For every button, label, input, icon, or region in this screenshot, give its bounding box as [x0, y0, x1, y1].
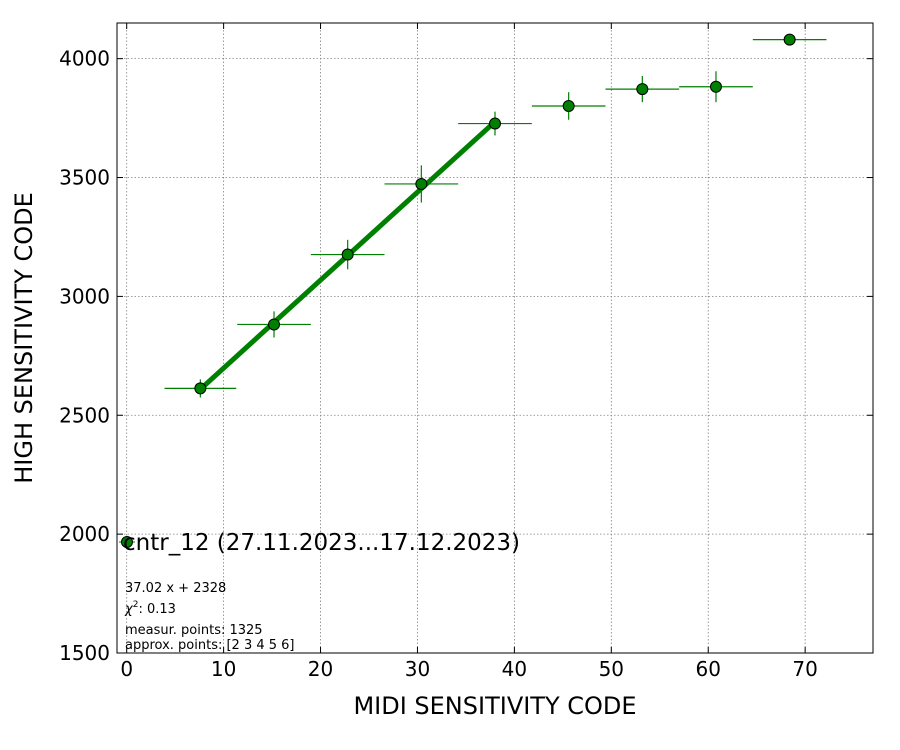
data-point	[752, 33, 827, 46]
x-tick-label: 30	[405, 657, 430, 681]
data-point	[164, 379, 237, 398]
legend: cntr_12 (27.11.2023...17.12.2023)	[119, 530, 520, 556]
fit-equation: 37.02 x + 2328	[125, 581, 226, 596]
y-tick-label: 3000	[59, 284, 110, 308]
legend-marker	[121, 536, 133, 548]
approx-points: approx. points: [2 3 4 5 6]	[125, 638, 295, 653]
x-tick-label: 40	[502, 657, 527, 681]
y-axis-title: HIGH SENSITIVITY CODE	[10, 192, 38, 484]
point-marker	[194, 382, 207, 395]
chi-exponent: 2	[133, 600, 139, 610]
data-point	[310, 239, 385, 270]
chi-value: : 0.13	[138, 602, 175, 617]
point-marker	[489, 117, 501, 130]
x-tick-label: 70	[792, 657, 817, 681]
point-marker	[562, 99, 575, 112]
legend-label: cntr_12 (27.11.2023...17.12.2023)	[123, 530, 520, 556]
y-tick-label: 2500	[59, 403, 110, 427]
point-marker	[341, 248, 354, 261]
x-tick-label: 50	[599, 657, 624, 681]
tick-labels: 0 10 20 30 40 50 60 70 1500 2000 2500 3000 3500 4000	[59, 47, 818, 681]
data-points-layer	[164, 33, 827, 398]
plot-frame	[116, 22, 874, 654]
point-marker	[415, 177, 428, 190]
y-tick-label: 4000	[59, 47, 110, 71]
point-marker	[268, 318, 281, 331]
data-point	[679, 71, 753, 103]
x-axis-title: MIDI SENSITIVITY CODE	[353, 692, 636, 720]
axis-ticks	[117, 23, 873, 654]
y-tick-label: 1500	[59, 641, 110, 665]
data-point	[458, 111, 532, 136]
data-point	[384, 165, 459, 203]
measured-points: measur. points: 1325	[125, 623, 263, 638]
data-point	[605, 76, 680, 103]
y-tick-label: 2000	[59, 522, 110, 546]
data-point	[531, 92, 606, 120]
chi-square: χ2: 0.13	[124, 600, 176, 617]
x-tick-label: 60	[696, 657, 721, 681]
data-point	[237, 311, 311, 338]
chi-symbol: χ	[124, 602, 134, 617]
x-tick-label: 0	[120, 657, 133, 681]
point-marker	[783, 33, 796, 46]
x-tick-label: 20	[308, 657, 333, 681]
y-tick-label: 3500	[59, 166, 110, 190]
x-tick-label: 10	[211, 657, 236, 681]
point-marker	[636, 83, 649, 96]
fit-stats: 37.02 x + 2328 χ2: 0.13 measur. points: …	[124, 581, 295, 653]
point-marker	[709, 80, 722, 93]
